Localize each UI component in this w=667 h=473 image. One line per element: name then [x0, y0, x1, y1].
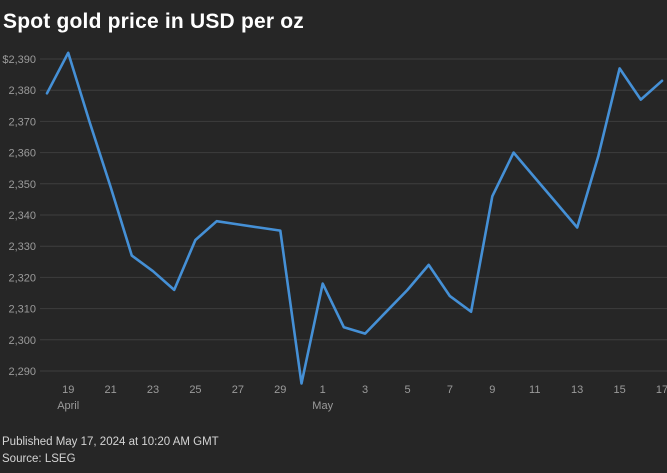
- chart-title: Spot gold price in USD per oz: [3, 10, 304, 33]
- x-axis-month-label: May: [312, 400, 333, 412]
- x-axis-label: 17: [656, 384, 667, 396]
- x-axis-label: 23: [147, 384, 159, 396]
- y-axis-label: 2,290: [8, 366, 36, 378]
- y-axis-label: 2,320: [8, 272, 36, 284]
- x-axis-label: 29: [274, 384, 286, 396]
- y-axis-label: 2,330: [8, 241, 36, 253]
- x-axis-label: 5: [404, 384, 410, 396]
- x-axis-label: 9: [489, 384, 495, 396]
- x-axis-label: 25: [189, 384, 201, 396]
- y-axis-label: 2,360: [8, 148, 36, 160]
- x-axis-label: 13: [571, 384, 583, 396]
- x-axis-label: 27: [232, 384, 244, 396]
- x-axis-label: 11: [529, 384, 540, 396]
- y-axis-label: 2,370: [8, 116, 36, 128]
- y-axis-label: 2,310: [8, 304, 36, 316]
- x-axis-label: 1: [320, 384, 326, 396]
- published-timestamp: Published May 17, 2024 at 10:20 AM GMT: [2, 436, 219, 448]
- y-axis-label: 2,380: [8, 85, 36, 97]
- x-axis-label: 7: [447, 384, 453, 396]
- y-axis-label: 2,300: [8, 335, 36, 347]
- x-axis-label: 21: [104, 384, 116, 396]
- price-line: [45, 51, 664, 385]
- x-axis-label: 3: [362, 384, 368, 396]
- y-axis-label: $2,390: [2, 54, 36, 66]
- x-axis-month-label: April: [57, 400, 79, 412]
- y-axis-label: 2,350: [8, 179, 36, 191]
- source-label: Source: LSEG: [2, 453, 76, 465]
- x-axis-label: 15: [613, 384, 625, 396]
- x-axis-label: 19: [62, 384, 74, 396]
- y-axis-label: 2,340: [8, 210, 36, 222]
